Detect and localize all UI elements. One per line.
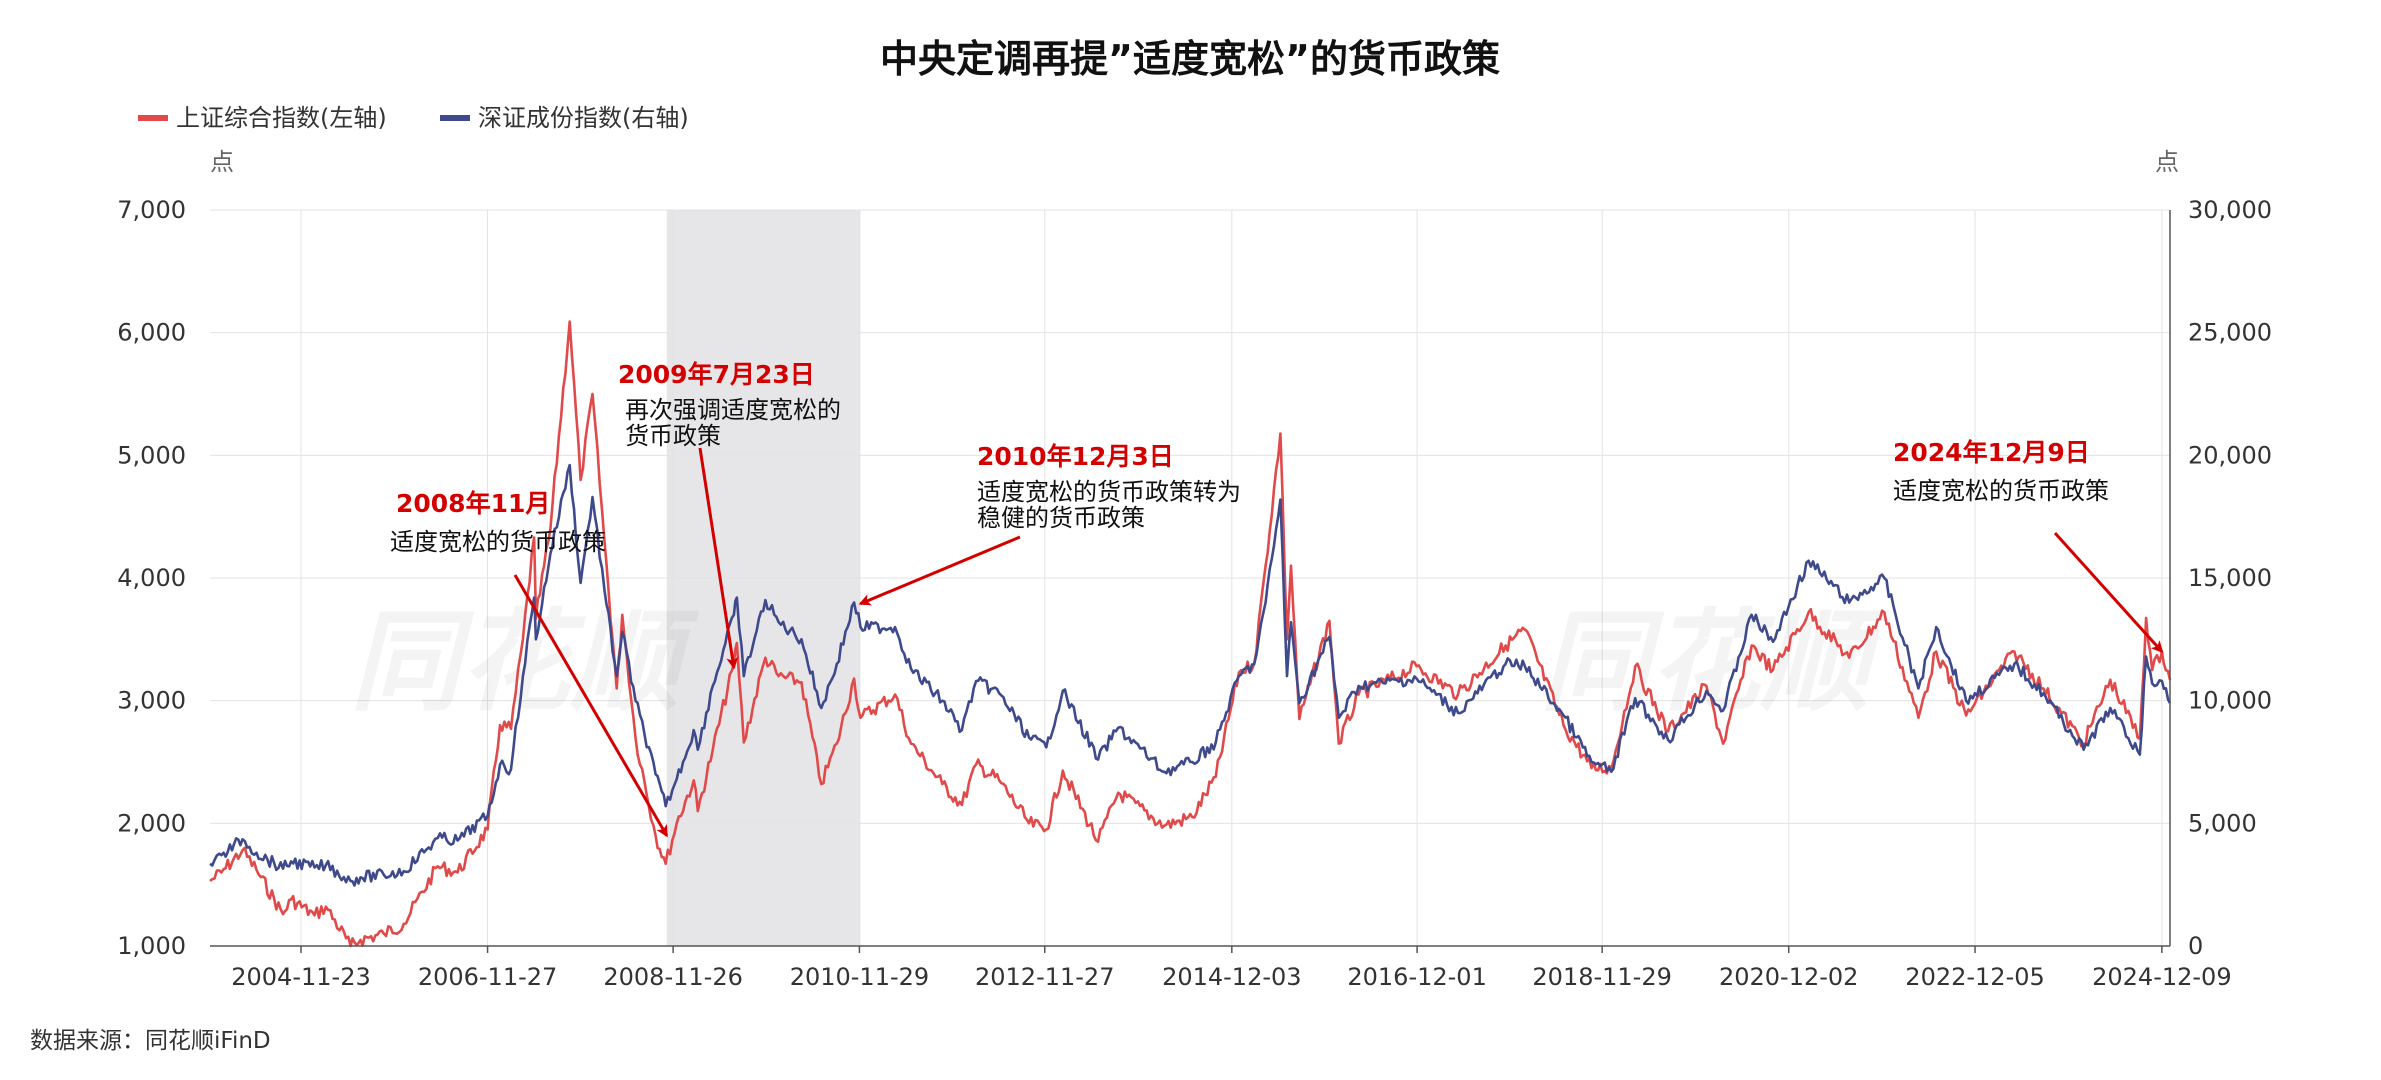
left-tick-label: 6,000 xyxy=(117,319,186,347)
x-tick-label: 2018-11-29 xyxy=(1532,963,1671,991)
left-axis-ticks: 1,000 2,000 3,000 4,000 5,000 6,000 7,000 xyxy=(117,196,186,960)
x-tick-label: 2006-11-27 xyxy=(418,963,557,991)
annotation-arrow xyxy=(513,574,669,838)
annotation-arrow xyxy=(858,535,1021,606)
annotation-text: 适度宽松的货币政策 xyxy=(1893,477,2109,505)
annotation-arrow xyxy=(698,447,739,670)
annotation-date: 2008年11月 xyxy=(396,489,550,518)
right-tick-label: 25,000 xyxy=(2188,319,2272,347)
left-tick-label: 5,000 xyxy=(117,441,186,469)
annotation-text: 稳健的货币政策 xyxy=(977,504,1145,532)
annotation-text: 货币政策 xyxy=(625,422,721,450)
right-tick-label: 5,000 xyxy=(2188,809,2257,837)
x-axis-ticks: 2004-11-23 2006-11-27 2008-11-26 2010-11-29… xyxy=(231,946,2232,991)
legend: 上证综合指数(左轴) 深证成份指数(右轴) xyxy=(138,104,689,132)
annotation-date: 2009年7月23日 xyxy=(618,360,815,389)
chart-title: 中央定调再提”适度宽松”的货币政策 xyxy=(880,37,1500,81)
x-tick-label: 2014-12-03 xyxy=(1162,963,1301,991)
left-tick-label: 3,000 xyxy=(117,687,186,715)
annotation-text: 适度宽松的货币政策转为 xyxy=(977,478,1241,506)
series-lines xyxy=(209,320,2172,948)
gridlines xyxy=(210,209,2170,947)
x-tick-label: 2012-11-27 xyxy=(975,963,1114,991)
left-tick-label: 2,000 xyxy=(117,809,186,837)
right-axis-ticks: 0 5,000 10,000 15,000 20,000 25,000 30,000 xyxy=(2188,196,2272,960)
x-tick-label: 2004-11-23 xyxy=(231,963,370,991)
right-axis-unit: 点 xyxy=(2155,148,2179,176)
watermark-text: 同花顺 xyxy=(1540,598,1890,726)
x-tick-label: 2024-12-09 xyxy=(2092,963,2231,991)
data-source: 数据来源：同花顺iFinD xyxy=(30,1028,271,1054)
left-tick-label: 4,000 xyxy=(117,564,186,592)
x-tick-label: 2016-12-01 xyxy=(1347,963,1486,991)
x-tick-label: 2022-12-05 xyxy=(1905,963,2044,991)
left-tick-label: 1,000 xyxy=(117,932,186,960)
axes xyxy=(210,210,2171,947)
right-tick-label: 20,000 xyxy=(2188,441,2272,469)
right-tick-label: 0 xyxy=(2188,932,2203,960)
left-axis-unit: 点 xyxy=(210,148,234,176)
annotation-text: 适度宽松的货币政策 xyxy=(390,528,606,556)
right-tick-label: 15,000 xyxy=(2188,564,2272,592)
shenzhen-component-line xyxy=(209,463,2172,887)
x-tick-label: 2020-12-02 xyxy=(1719,963,1858,991)
x-tick-label: 2010-11-29 xyxy=(790,963,929,991)
right-tick-label: 30,000 xyxy=(2188,196,2272,224)
legend-label-shanghai: 上证综合指数(左轴) xyxy=(176,104,387,132)
annotation-date: 2024年12月9日 xyxy=(1893,438,2090,467)
legend-label-shenzhen: 深证成份指数(右轴) xyxy=(478,104,689,132)
left-tick-label: 7,000 xyxy=(117,196,186,224)
annotation-text: 再次强调适度宽松的 xyxy=(625,396,841,424)
annotation-arrow xyxy=(2053,531,2164,654)
right-tick-label: 10,000 xyxy=(2188,687,2272,715)
annotation-date: 2010年12月3日 xyxy=(977,442,1174,471)
watermark: 同花顺 同花顺 xyxy=(350,598,1890,726)
annotations: 2008年11月适度宽松的货币政策2009年7月23日再次强调适度宽松的货币政策… xyxy=(390,360,2164,838)
x-tick-label: 2008-11-26 xyxy=(603,963,742,991)
